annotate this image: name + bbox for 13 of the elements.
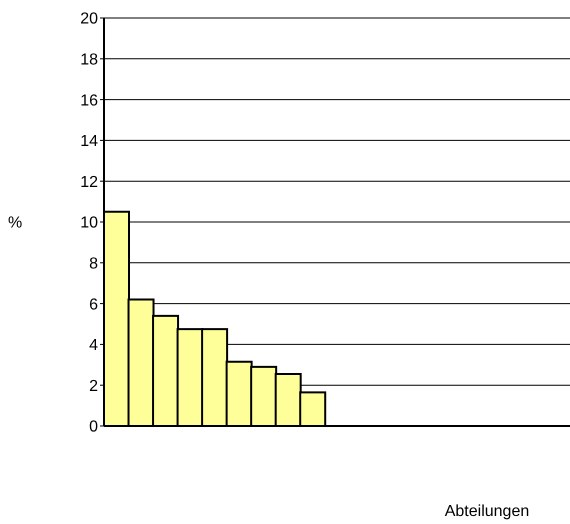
y-tick-label: 14 [80, 133, 98, 150]
y-tick-label: 4 [89, 337, 98, 354]
y-tick-label: 0 [89, 418, 98, 436]
y-tick-label: 18 [80, 51, 98, 68]
y-tick-label: 6 [89, 296, 98, 314]
y-tick-label: 10 [80, 214, 98, 232]
y-tick-label: 12 [80, 174, 98, 191]
y-tick-label: 16 [80, 92, 98, 110]
y-axis-title: % [8, 214, 22, 232]
y-tick-label: 8 [89, 255, 98, 272]
y-tick-label: 2 [89, 378, 98, 395]
y-tick-label: 20 [80, 10, 98, 28]
x-axis-title: Abteilungen [444, 503, 530, 520]
